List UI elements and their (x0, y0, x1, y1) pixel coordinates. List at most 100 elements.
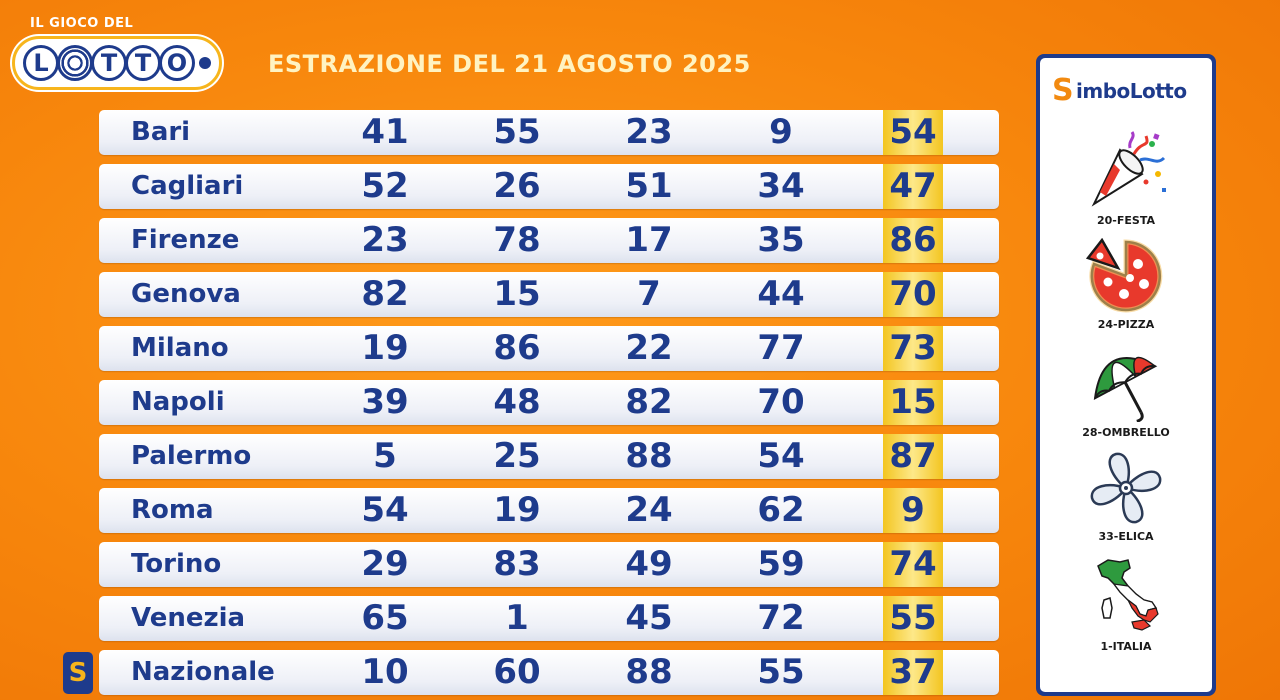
drawn-number: 7 (637, 274, 661, 314)
drawn-number-highlight: 9 (883, 488, 943, 533)
drawn-number-highlight: 55 (883, 596, 943, 641)
drawn-number: 15 (493, 274, 541, 314)
drawn-number: 78 (493, 220, 541, 260)
drawn-number-highlight: 73 (883, 326, 943, 371)
symbol-label: 20-FESTA (1097, 214, 1155, 227)
symbol-pizza: 24-PIZZA (1040, 238, 1212, 331)
drawn-number: 41 (361, 112, 409, 152)
city-name: Milano (131, 333, 229, 363)
drawn-number: 44 (757, 274, 805, 314)
draw-date-title: ESTRAZIONE DEL 21 AGOSTO 2025 (268, 50, 751, 78)
draw-row-firenze: Firenze 23 78 17 35 86 (99, 218, 999, 263)
draw-row-palermo: Palermo 5 25 88 54 87 (99, 434, 999, 479)
italy-map-icon (1097, 559, 1159, 631)
umbrella-icon (1093, 356, 1158, 422)
pizza-icon (1085, 238, 1163, 313)
simbolotto-title: imboLotto (1076, 79, 1187, 103)
draw-row-milano: Milano 19 86 22 77 73 (99, 326, 999, 371)
symbol-label: 24-PIZZA (1097, 318, 1155, 331)
logo-tagline: IL GIOCO DEL (30, 16, 134, 31)
party-popper-icon (1091, 131, 1166, 207)
superenalotto-s-badge: S (63, 652, 93, 694)
logo-dot-icon (199, 57, 211, 69)
symbol-label: 33-ELICA (1098, 530, 1154, 543)
symbol-elica: 33-ELICA (1040, 450, 1212, 543)
results-table: Bari 41 55 23 9 54 Cagliari 52 26 51 34 47 Firenze 23… (63, 110, 999, 695)
drawn-number: 54 (361, 490, 409, 530)
drawn-number: 65 (361, 598, 409, 638)
city-name: Roma (131, 495, 214, 525)
symbol-ombrello: 28-OMBRELLO (1040, 344, 1212, 439)
drawn-number: 9 (769, 112, 793, 152)
drawn-number: 72 (757, 598, 805, 638)
drawn-number: 22 (625, 328, 673, 368)
draw-row-roma: Roma 54 19 24 62 9 (99, 488, 999, 533)
drawn-number: 17 (625, 220, 673, 260)
drawn-number: 82 (361, 274, 409, 314)
logo-letter: L (23, 45, 59, 81)
drawn-number: 25 (493, 436, 541, 476)
simbolotto-logo: S imboLotto (1052, 76, 1187, 106)
city-name: Venezia (131, 603, 246, 633)
propeller-icon (1090, 452, 1162, 524)
drawn-number: 45 (625, 598, 673, 638)
draw-row-bari: Bari 41 55 23 9 54 (99, 110, 999, 155)
draw-row-venezia: Venezia 65 1 45 72 55 (99, 596, 999, 641)
drawn-number: 88 (625, 436, 673, 476)
city-name: Firenze (131, 225, 240, 255)
city-name: Cagliari (131, 171, 244, 201)
drawn-number: 23 (625, 112, 673, 152)
logo-letter: T (125, 45, 161, 81)
symbol-italia: 1-ITALIA (1040, 556, 1212, 653)
drawn-number-highlight: 47 (883, 164, 943, 209)
drawn-number: 52 (361, 166, 409, 206)
drawn-number: 19 (493, 490, 541, 530)
city-name: Torino (131, 549, 222, 579)
city-name: Bari (131, 117, 191, 147)
drawn-number-highlight: 86 (883, 218, 943, 263)
simbolotto-panel: S imboLotto 20-FESTA (1036, 54, 1216, 696)
logo-letter: T (91, 45, 127, 81)
draw-row-torino: Torino 29 83 49 59 74 (99, 542, 999, 587)
drawn-number: 29 (361, 544, 409, 584)
drawn-number: 54 (757, 436, 805, 476)
drawn-number: 49 (625, 544, 673, 584)
simbolotto-s-icon: S (1052, 73, 1074, 108)
drawn-number: 51 (625, 166, 673, 206)
city-name: Napoli (131, 387, 225, 417)
drawn-number: 35 (757, 220, 805, 260)
drawn-number-highlight: 87 (883, 434, 943, 479)
logo-letter: O (159, 45, 195, 81)
drawn-number-highlight: 15 (883, 380, 943, 425)
logo-wordmark: L T T O (12, 36, 222, 90)
symbol-festa: 20-FESTA (1040, 130, 1212, 227)
drawn-number: 10 (361, 652, 409, 692)
drawn-number: 59 (757, 544, 805, 584)
drawn-number: 83 (493, 544, 541, 584)
drawn-number: 1 (505, 598, 529, 638)
city-name: Palermo (131, 441, 252, 471)
drawn-number: 55 (493, 112, 541, 152)
drawn-number: 39 (361, 382, 409, 422)
drawn-number: 88 (625, 652, 673, 692)
drawn-number: 77 (757, 328, 805, 368)
drawn-number: 26 (493, 166, 541, 206)
drawn-number-highlight: 54 (883, 110, 943, 155)
drawn-number: 82 (625, 382, 673, 422)
drawn-number: 55 (757, 652, 805, 692)
draw-row-napoli: Napoli 39 48 82 70 15 (99, 380, 999, 425)
city-name: Genova (131, 279, 241, 309)
drawn-number-highlight: 74 (883, 542, 943, 587)
drawn-number-highlight: 70 (883, 272, 943, 317)
drawn-number: 23 (361, 220, 409, 260)
draw-row-genova: Genova 82 15 7 44 70 (99, 272, 999, 317)
simbolotto-panel-body: S imboLotto 20-FESTA (1040, 58, 1212, 692)
symbol-label: 28-OMBRELLO (1082, 426, 1170, 439)
drawn-number: 5 (373, 436, 397, 476)
drawn-number: 34 (757, 166, 805, 206)
draw-row-nazionale: S Nazionale 10 60 88 55 37 (63, 650, 999, 695)
lotto-logo: IL GIOCO DEL L T T O (12, 16, 236, 96)
drawn-number: 60 (493, 652, 541, 692)
logo-swirl-icon (57, 45, 93, 81)
drawn-number: 19 (361, 328, 409, 368)
